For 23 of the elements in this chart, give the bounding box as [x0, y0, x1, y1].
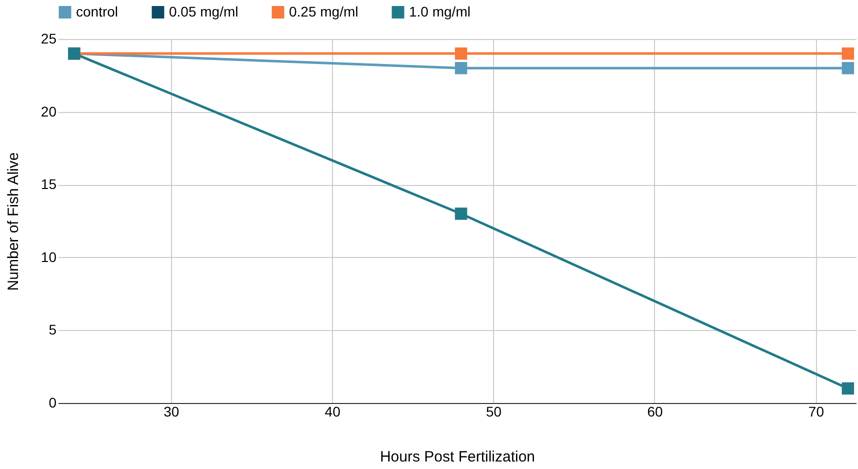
- x-tick-label: 70: [808, 404, 824, 420]
- point: [454, 208, 468, 220]
- y-tick-label: 25: [40, 30, 57, 46]
- point: [842, 382, 854, 395]
- x-tick-label: 30: [164, 404, 180, 420]
- point: [454, 47, 468, 60]
- point: [842, 62, 854, 74]
- x-tick-label: 40: [324, 404, 341, 420]
- x-axis-title: Hours Post Fertilization: [380, 448, 536, 466]
- point: [454, 62, 468, 74]
- legend-label: control: [76, 3, 118, 20]
- y-tick-label: 10: [40, 248, 57, 265]
- x-tick-label: 50: [486, 404, 502, 420]
- y-tick-label: 15: [40, 176, 57, 192]
- y-tick-label: 0: [48, 394, 57, 410]
- legend-label: 0.25 mg/ml: [289, 3, 358, 20]
- y-tick-label: 20: [40, 103, 57, 120]
- y-tick-label: 5: [48, 322, 57, 338]
- x-tick-label: 60: [647, 404, 663, 420]
- y-axis-title: Number of Fish Alive: [4, 152, 22, 291]
- legend-label: 0.05 mg/ml: [169, 3, 238, 20]
- legend-label: 1.0 mg/ml: [409, 3, 470, 20]
- point: [842, 47, 854, 60]
